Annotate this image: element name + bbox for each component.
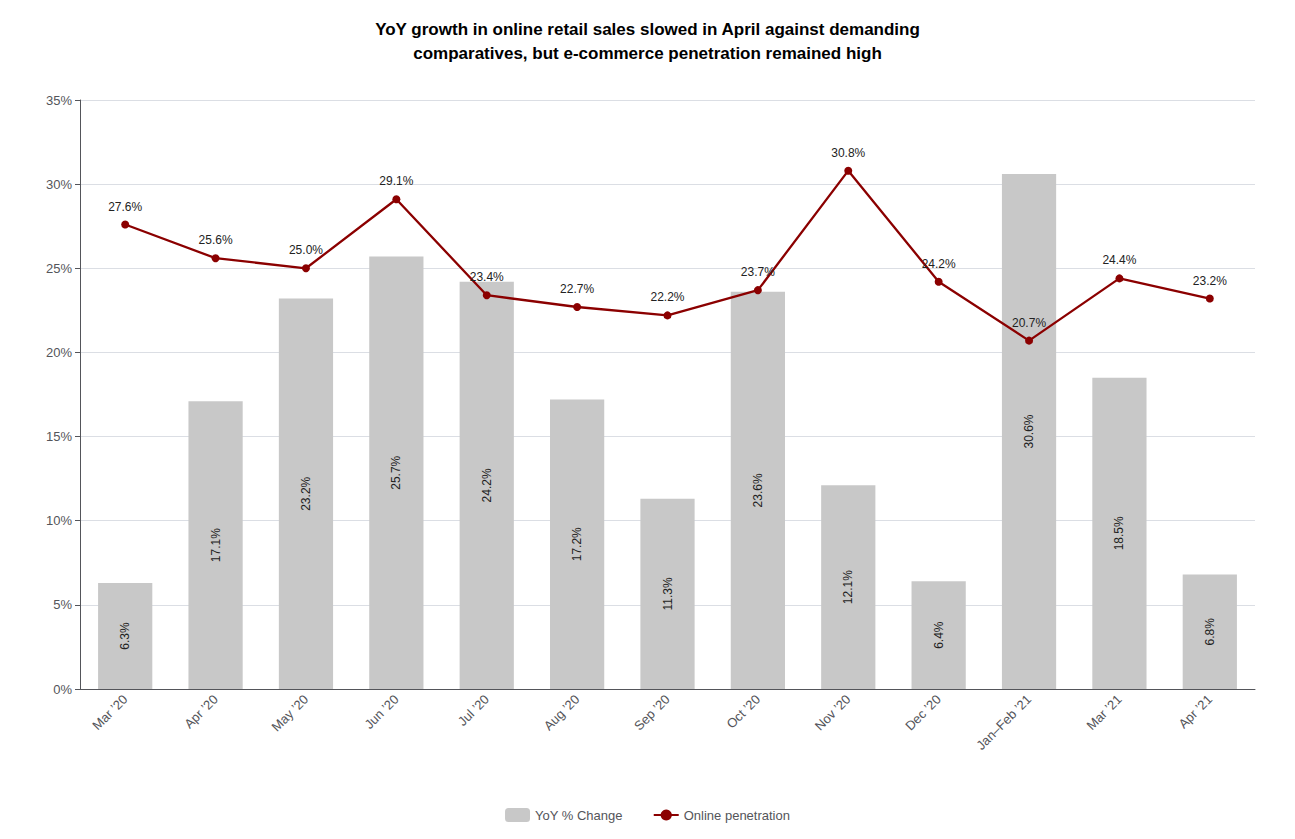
svg-text:Nov ’20: Nov ’20	[812, 692, 854, 734]
svg-text:Mar ’21: Mar ’21	[1084, 692, 1125, 733]
svg-text:23.7%: 23.7%	[741, 265, 775, 279]
svg-text:YoY % Change: YoY % Change	[535, 808, 622, 823]
svg-text:5%: 5%	[53, 597, 72, 612]
svg-text:17.2%: 17.2%	[570, 527, 584, 561]
svg-text:15%: 15%	[46, 429, 72, 444]
svg-text:Dec ’20: Dec ’20	[902, 692, 944, 734]
svg-text:23.4%: 23.4%	[470, 270, 504, 284]
svg-text:25.7%: 25.7%	[389, 455, 403, 489]
svg-text:YoY growth in online retail sa: YoY growth in online retail sales slowed…	[375, 20, 920, 39]
svg-text:30%: 30%	[46, 177, 72, 192]
svg-text:25.6%: 25.6%	[199, 233, 233, 247]
svg-text:18.5%: 18.5%	[1112, 516, 1126, 550]
svg-text:Aug ’20: Aug ’20	[541, 692, 583, 734]
svg-text:Online penetration: Online penetration	[684, 808, 790, 823]
svg-text:23.6%: 23.6%	[751, 473, 765, 507]
svg-text:12.1%: 12.1%	[841, 570, 855, 604]
svg-text:Mar ’20: Mar ’20	[89, 692, 130, 733]
svg-text:11.3%: 11.3%	[661, 577, 675, 610]
svg-text:comparatives, but e-commerce p: comparatives, but e-commerce penetration…	[413, 44, 882, 63]
svg-text:27.6%: 27.6%	[108, 200, 142, 214]
svg-text:Jun ’20: Jun ’20	[361, 692, 401, 732]
svg-text:24.4%: 24.4%	[1102, 253, 1136, 267]
svg-text:35%: 35%	[46, 93, 72, 108]
svg-text:17.1%: 17.1%	[209, 528, 223, 562]
svg-text:24.2%: 24.2%	[922, 257, 956, 271]
svg-text:22.2%: 22.2%	[650, 290, 684, 304]
svg-text:Sep ’20: Sep ’20	[631, 692, 673, 734]
svg-text:23.2%: 23.2%	[1193, 274, 1227, 288]
svg-text:20%: 20%	[46, 345, 72, 360]
svg-text:6.8%: 6.8%	[1203, 618, 1217, 646]
svg-text:6.4%: 6.4%	[932, 621, 946, 649]
svg-text:24.2%: 24.2%	[480, 468, 494, 502]
svg-text:Apr ’21: Apr ’21	[1175, 692, 1215, 732]
svg-text:25.0%: 25.0%	[289, 243, 323, 257]
svg-text:29.1%: 29.1%	[379, 174, 413, 188]
svg-text:22.7%: 22.7%	[560, 282, 594, 296]
svg-text:Jan–Feb ’21: Jan–Feb ’21	[973, 692, 1034, 753]
svg-text:May ’20: May ’20	[269, 692, 312, 735]
svg-text:23.2%: 23.2%	[299, 476, 313, 510]
svg-text:20.7%: 20.7%	[1012, 316, 1046, 330]
svg-text:6.3%: 6.3%	[118, 622, 132, 650]
svg-text:30.8%: 30.8%	[831, 146, 865, 160]
svg-text:30.6%: 30.6%	[1022, 414, 1036, 448]
svg-text:Oct ’20: Oct ’20	[723, 692, 763, 732]
svg-text:Apr ’20: Apr ’20	[181, 692, 221, 732]
svg-text:0%: 0%	[53, 682, 72, 697]
svg-text:10%: 10%	[46, 513, 72, 528]
svg-text:Jul ’20: Jul ’20	[455, 692, 492, 729]
svg-text:25%: 25%	[46, 261, 72, 276]
